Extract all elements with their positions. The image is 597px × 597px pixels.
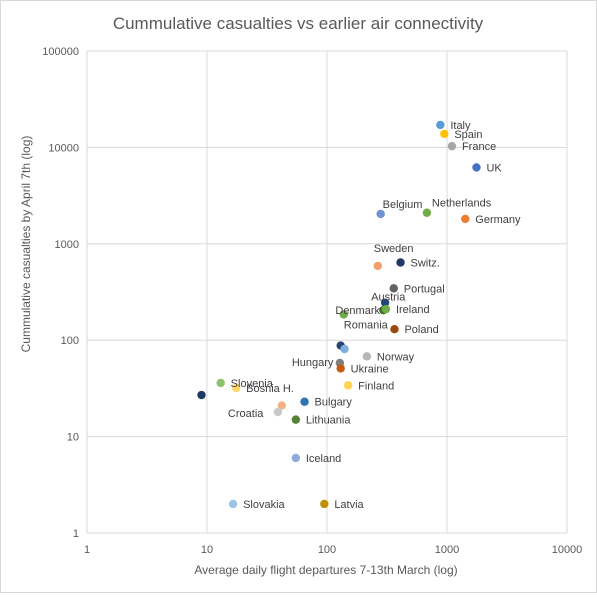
data-point-unlabeled [340,344,349,354]
point-label-hungary: Hungary [292,357,334,369]
point-label-finland: Finland [358,380,394,392]
data-point-unlabeled [197,390,206,400]
data-point-spain [440,129,449,139]
point-label-germany: Germany [475,214,521,226]
x-axis-label: Average daily flight departures 7-13th M… [194,563,457,577]
point-label-poland: Poland [404,324,438,336]
point-label-latvia: Latvia [334,499,364,511]
point-label-france: France [462,141,496,153]
data-point-france [447,141,457,151]
point-label-bosnia-h: Bosnia H. [246,383,294,395]
data-point-netherlands [422,208,432,217]
point-label-iceland: Iceland [306,453,341,465]
data-point-germany [461,214,470,224]
point-label-netherlands: Netherlands [432,198,492,210]
data-point-italy [436,120,445,130]
data-point-romania [339,310,348,319]
x-tick-label: 1000 [435,544,459,556]
data-point-finland [343,381,353,390]
point-label-croatia: Croatia [228,408,264,420]
point-label-sweden: Sweden [374,243,414,255]
data-point-slovakia [228,499,238,509]
point-label-uk: UK [486,162,502,174]
tick-labels: 1 10 100 1000 10000 1 10 100 1000 10000 100000 [42,46,582,556]
y-tick-label: 1 [73,528,79,540]
data-point-bulgary [300,397,309,406]
data-point-iceland [291,453,301,463]
y-tick-label: 100 [61,335,79,347]
data-point-belgium [376,209,385,219]
data-point-uk [472,163,481,172]
data-point-sweden [373,261,382,271]
data-point-norway [362,352,372,361]
x-tick-label: 100 [318,544,336,556]
point-label-portugal: Portugal [404,283,445,295]
data-points [197,120,481,509]
data-point-latvia [320,499,329,509]
point-label-italy: Italy [450,120,471,132]
data-point-portugal [389,284,398,293]
point-label-switz: Switz. [411,257,440,269]
y-tick-label: 10000 [48,142,79,154]
point-label-spain: Spain [454,129,482,141]
data-point-switz [396,258,405,267]
grid [86,50,568,534]
y-tick-label: 1000 [55,239,79,251]
data-point-unlabeled [277,401,286,410]
point-label-slovenia: Slovenia [231,378,274,390]
point-label-slovakia: Slovakia [243,499,285,511]
x-tick-label: 10 [201,544,213,556]
y-axis-label: Cummulative casualties by April 7th (log… [19,136,33,353]
data-point-lithuania [291,415,301,424]
data-point-slovenia [216,378,225,388]
point-label-ukraine: Ukraine [351,363,389,375]
data-point-poland [390,325,399,334]
point-label-austria: Austria [371,292,406,304]
point-label-ireland: Ireland [396,304,430,316]
chart-title: Cummulative casualties vs earlier air co… [113,14,484,33]
x-tick-label: 10000 [552,544,583,556]
x-tick-label: 1 [84,544,90,556]
point-label-romania: Romania [344,319,389,331]
point-label-lithuania: Lithuania [306,415,352,427]
data-point-bosnia-h [231,383,241,393]
data-point-croatia [273,407,283,417]
data-point-ukraine [336,364,345,373]
point-label-norway: Norway [377,351,415,363]
point-label-belgium: Belgium [383,199,423,211]
y-tick-label: 100000 [42,46,79,58]
data-point-austria [380,298,390,307]
point-label-bulgary: Bulgary [315,397,353,409]
y-tick-label: 10 [67,432,79,444]
data-point-ireland [381,304,391,314]
point-label-denmark: Denmark [335,305,380,317]
